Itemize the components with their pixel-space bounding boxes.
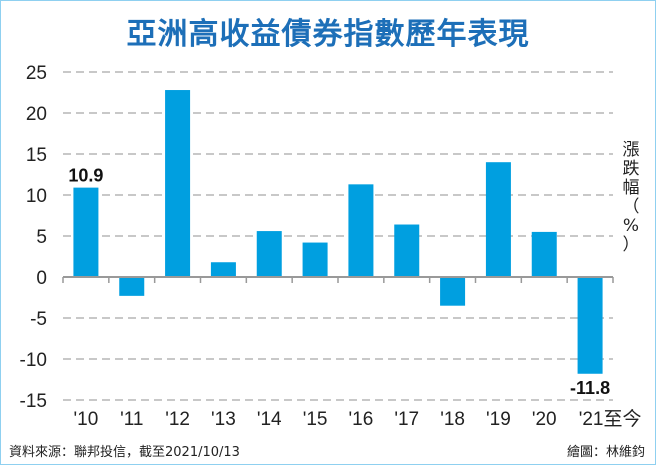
x-tick-label: '12: [165, 409, 190, 430]
y-tick-label: -5: [30, 309, 47, 330]
x-tick-label: '19: [486, 409, 511, 430]
y-tick-label: -15: [20, 391, 47, 412]
y-tick-label: 10: [26, 186, 47, 207]
data-label: 10.9: [68, 166, 103, 186]
bar: [73, 187, 99, 277]
x-tick-label: '10: [74, 409, 99, 430]
y-tick-label: 0: [36, 268, 47, 289]
bar: [485, 162, 511, 277]
x-tick-label: '13: [211, 409, 236, 430]
y-tick-label: 15: [26, 145, 47, 166]
y-axis-label: 漲跌幅（%）: [622, 140, 640, 255]
bar: [119, 277, 145, 296]
bar: [256, 231, 282, 277]
source-note: 資料來源：聯邦投信，截至2021/10/13: [9, 445, 240, 460]
chart-title: 亞洲高收益債券指數歷年表現: [126, 17, 530, 52]
x-tick-label: '11: [120, 409, 143, 430]
bar: [394, 224, 420, 277]
x-tick-label: '15: [303, 409, 328, 430]
x-tick-label: '21至今: [579, 408, 642, 430]
y-tick-label: 5: [36, 227, 47, 248]
bar: [531, 231, 557, 277]
bar: [577, 277, 603, 374]
bar: [210, 262, 236, 277]
y-tick-label: -10: [20, 350, 47, 371]
x-tick-label: '20: [532, 409, 557, 430]
x-tick-label: '16: [349, 409, 374, 430]
x-tick-label: '14: [257, 409, 282, 430]
data-label: -11.8: [570, 378, 610, 398]
x-tick-label: '18: [440, 409, 465, 430]
bar: [440, 277, 466, 306]
bar: [165, 90, 191, 277]
y-tick-label: 20: [26, 104, 47, 125]
bar: [348, 184, 374, 277]
bar: [302, 242, 328, 277]
credit-note: 繪圖：林維鈞: [566, 445, 645, 460]
x-tick-label: '17: [394, 409, 419, 430]
y-tick-label: 25: [26, 63, 47, 84]
